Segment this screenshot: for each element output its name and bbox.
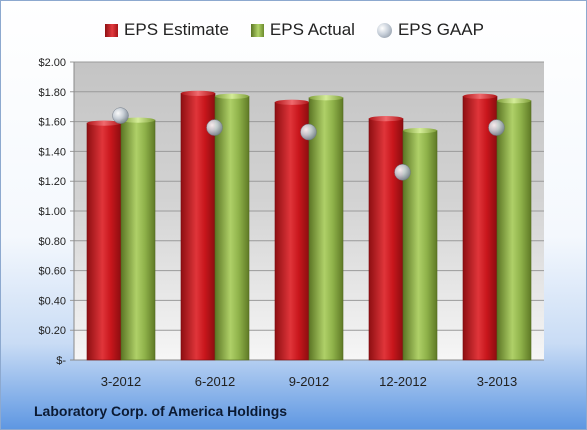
bar-eps-estimate-body [368,118,404,361]
y-tick-label: $1.80 [38,87,66,99]
marker-eps-gaap [112,107,129,124]
bar-eps-estimate-body [274,101,310,361]
legend-label-eps-gaap: EPS GAAP [397,20,484,39]
bar-eps-actual [496,98,532,361]
legend-item-eps-gaap: EPS GAAP [376,17,484,43]
x-tick-label: 3-2012 [101,374,141,389]
bar-eps-actual-body [402,130,438,361]
x-tick-label: 12-2012 [379,374,427,389]
y-tick-label: $0.20 [38,325,66,337]
y-tick-label: $1.20 [38,176,66,188]
bar-eps-estimate-cap [275,99,309,105]
bar-eps-estimate [86,120,122,361]
company-name: Laboratory Corp. of America Holdings [34,403,288,419]
y-tick-label: $0.60 [38,266,66,278]
bar-eps-estimate [462,93,498,361]
bar-eps-estimate [180,90,216,361]
eps-chart: $- $0.20 $0.40 $0.60 $0.80 $1.00 $1.20 $1.40 $1.… [38,57,544,389]
x-tick-label: 9-2012 [289,374,329,389]
legend-item-eps-estimate: EPS Estimate [105,17,229,43]
marker-eps-gaap [394,164,411,181]
chart-legend: EPS Estimate EPS Actual EPS GAAP [1,17,587,43]
bar-eps-estimate-cap [369,116,403,122]
x-tick-label: 3-2013 [477,374,517,389]
bar-eps-actual-cap [309,95,343,101]
bar-eps-estimate-cap [181,90,215,96]
bar-eps-estimate-body [86,122,122,361]
marker-eps-gaap [300,123,317,141]
y-tick-label: $- [56,355,66,367]
y-tick-label: $2.00 [38,57,66,69]
bar-eps-actual-body [308,97,344,361]
bar-eps-estimate-body [462,95,498,361]
y-tick-label: $1.60 [38,117,66,129]
bar-eps-actual [120,117,156,361]
y-tick-label: $1.00 [38,206,66,218]
marker-eps-gaap [488,119,505,136]
legend-swatch-eps-gaap [376,22,392,38]
legend-swatch-eps-estimate [105,23,119,37]
bar-eps-actual-cap [403,127,437,134]
bar-eps-estimate-cap [463,93,497,99]
legend-swatch-eps-actual [250,23,264,37]
legend-label-eps-actual: EPS Actual [269,20,355,39]
bar-eps-actual-body [496,100,532,361]
y-tick-label: $1.40 [38,146,66,158]
bar-eps-actual-body [214,95,250,361]
x-tick-label: 6-2012 [195,374,235,389]
bar-eps-estimate [368,116,404,361]
bar-eps-estimate-cap [87,120,121,126]
bar-eps-actual [214,93,250,361]
bar-eps-actual-body [120,119,156,361]
bar-eps-actual-cap [121,117,155,123]
legend-label-eps-estimate: EPS Estimate [124,20,229,39]
marker-eps-gaap [206,119,223,136]
bar-eps-actual-cap [215,93,249,99]
legend-item-eps-actual: EPS Actual [250,17,355,43]
y-tick-label: $0.40 [38,295,66,307]
bar-eps-actual [308,95,344,361]
y-tick-label: $0.80 [38,236,66,248]
bar-eps-estimate-body [180,92,216,361]
bar-eps-actual-cap [497,98,531,104]
bar-eps-actual [402,127,438,361]
